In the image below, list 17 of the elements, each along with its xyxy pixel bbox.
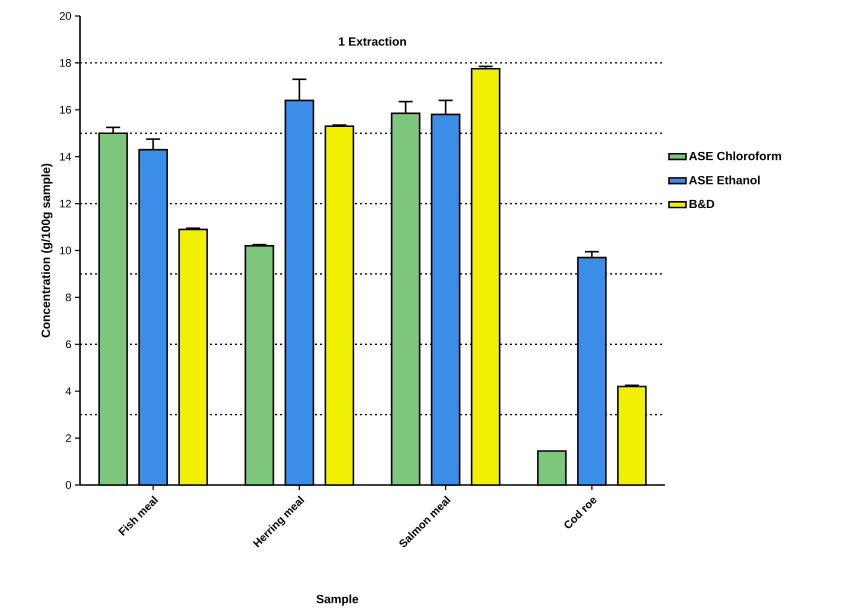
y-tick-label: 4 (66, 387, 72, 395)
y-tick-label: 8 (66, 294, 71, 302)
legend-label: ASE Ethanol (689, 176, 760, 184)
x-axis-title: Sample (316, 594, 358, 606)
y-tick-label: 18 (60, 59, 71, 67)
y-tick-label: 2 (66, 434, 71, 442)
text: 1 Extraction (339, 36, 406, 46)
y-tick-label: 16 (60, 106, 71, 114)
y-tick-label: 10 (60, 246, 72, 254)
y-axis-title: Concentration (g/100g sample) (41, 164, 52, 338)
legend-label: B&D (690, 200, 714, 208)
y-tick-label: 0 (66, 481, 72, 489)
y-tick-label: 14 (60, 152, 72, 160)
legend-label: ASE Chloroform (689, 152, 782, 160)
y-tick-label: 20 (60, 12, 72, 20)
y-tick-label: 6 (66, 340, 71, 348)
y-tick-label: 12 (60, 200, 71, 208)
